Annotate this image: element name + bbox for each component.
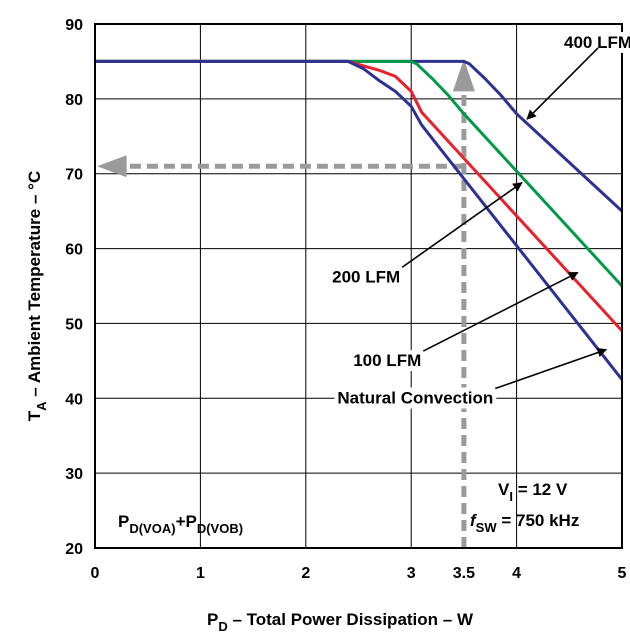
x-axis-title: PD – Total Power Dissipation – W — [207, 610, 474, 634]
label-100-lfm: 100 LFM — [353, 351, 421, 370]
operating-point-guides — [97, 59, 475, 548]
y-tick-label: 20 — [65, 541, 83, 558]
label-400-lfm: 400 LFM — [564, 33, 630, 52]
plot-frame — [94, 23, 623, 549]
x-tick-label: 3.5 — [453, 565, 475, 582]
annotations: 400 LFM 200 LFM 100 LFM Natural Convection — [329, 31, 630, 409]
tick-labels: 20 30 40 50 60 70 80 90 0 1 2 3 3.5 4 5 — [65, 17, 626, 582]
label-bg-natural-convection — [334, 387, 497, 409]
power-dissipation-note: PD(VOA)+PD(VOB) — [118, 512, 243, 536]
arrow-natural-convection — [495, 347, 608, 390]
y-tick-label: 40 — [65, 391, 83, 408]
label-200-lfm: 200 LFM — [332, 267, 400, 286]
arrow-200-lfm — [401, 182, 523, 268]
vertical-guide-arrowhead — [452, 59, 475, 92]
arrow-100-lfm — [422, 271, 579, 352]
series-400-lfm — [95, 59, 624, 213]
horizontal-guide-arrowhead — [97, 155, 127, 178]
x-tick-label: 2 — [301, 565, 310, 582]
curves — [95, 59, 624, 381]
arrow-400-lfm — [526, 47, 599, 120]
input-voltage-label: VI = 12 V — [498, 480, 568, 504]
x-tick-label: 4 — [512, 565, 521, 582]
label-bg-200-lfm — [329, 266, 404, 288]
grid — [95, 23, 622, 549]
x-tick-label: 0 — [91, 565, 100, 582]
x-tick-label: 5 — [618, 565, 627, 582]
series-natural-convection — [95, 59, 624, 381]
y-tick-label: 70 — [65, 167, 83, 184]
label-bg-100-lfm — [350, 350, 425, 372]
y-tick-label: 50 — [65, 316, 83, 333]
y-tick-label: 30 — [65, 466, 83, 483]
series-200-lfm — [95, 59, 624, 288]
switching-frequency-label: fSW = 750 kHz — [470, 511, 579, 535]
y-tick-label: 80 — [65, 92, 83, 109]
label-bg-400-lfm — [561, 31, 630, 53]
y-axis-title: TA – Ambient Temperature – °C — [25, 171, 49, 421]
x-tick-label: 3 — [407, 565, 416, 582]
y-tick-label: 90 — [65, 17, 83, 34]
y-tick-label: 60 — [65, 242, 83, 259]
label-natural-convection: Natural Convection — [337, 389, 493, 408]
x-tick-label: 1 — [196, 565, 205, 582]
